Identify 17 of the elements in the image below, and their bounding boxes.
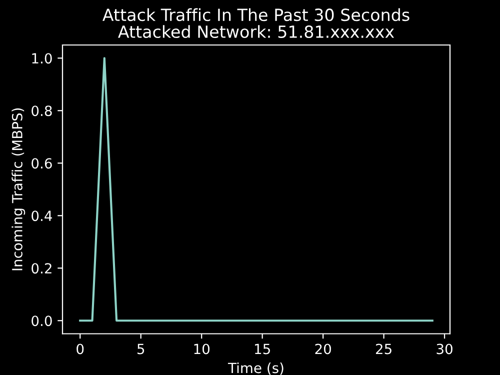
y-tick-label: 0.4 [32,210,52,222]
y-tick-label: 1.0 [32,53,52,64]
x-tick-label: 25 [376,344,392,354]
x-tick-label: 20 [315,344,331,354]
y-tick-label: 0.8 [32,106,52,116]
chart-subtitle: Attacked Network: 51.81.xxx.xxx [118,25,394,38]
x-tick-label: 30 [436,344,452,354]
x-axis-title: Time (s) [228,362,284,375]
y-tick-label: 0.0 [32,316,52,326]
x-tick-label: 0 [76,344,84,354]
chart-title: Attack Traffic In The Past 30 Seconds [102,8,410,22]
x-tick-label: 10 [194,344,210,354]
x-tick-label: 5 [138,344,144,354]
y-tick-label: 0.2 [32,263,52,274]
y-axis-title: Incoming Traffic (MBPS) [12,108,26,270]
y-tick-label: 0.6 [32,158,52,169]
x-tick-label: 15 [255,344,270,354]
